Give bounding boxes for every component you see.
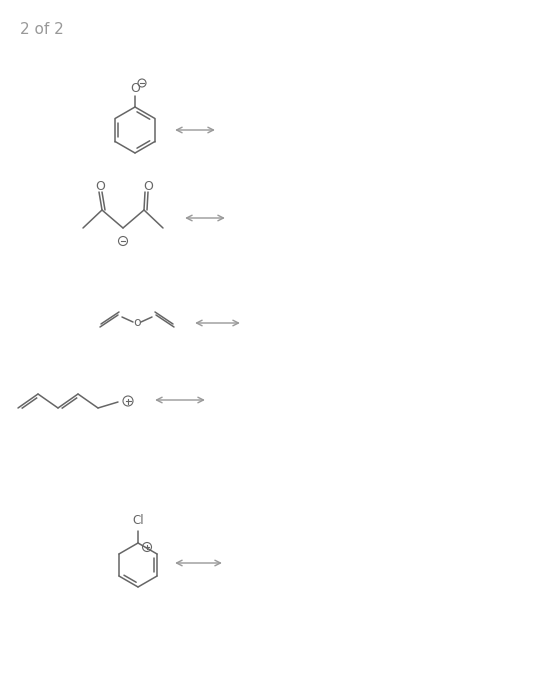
Text: 2 of 2: 2 of 2 [20, 22, 64, 37]
Text: Cl: Cl [132, 514, 144, 527]
Text: O: O [95, 180, 105, 193]
Text: O: O [130, 83, 140, 95]
Text: o: o [133, 316, 141, 330]
Text: O: O [143, 180, 153, 193]
